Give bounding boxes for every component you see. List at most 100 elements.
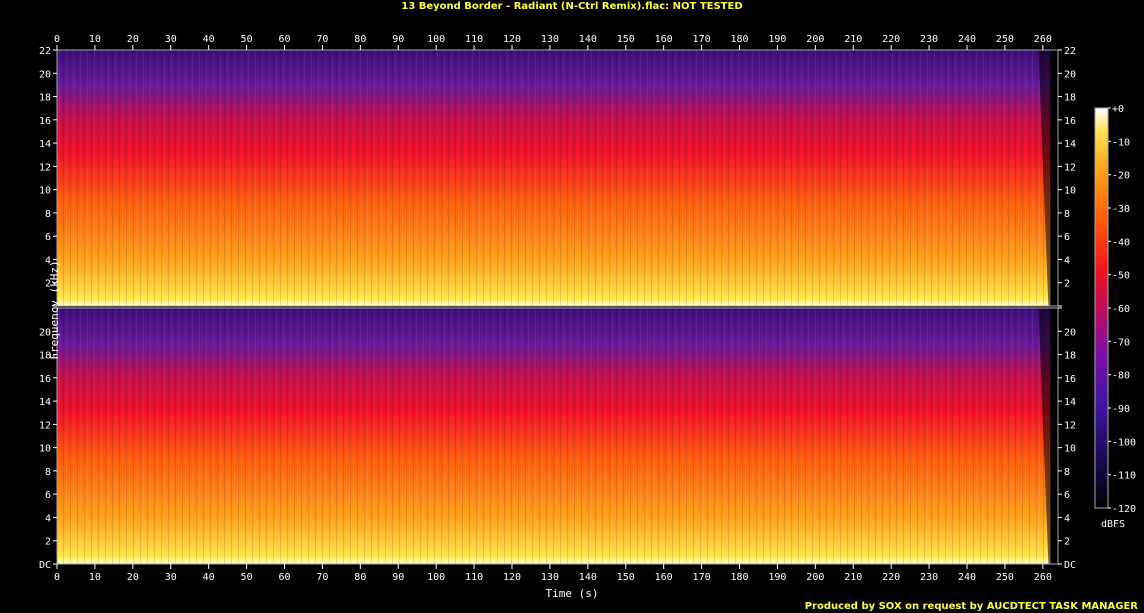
- axes: 0 0 10 10 20 20 30 30 40 40 50 50 60 60 70 70 80 80 90 90 10…: [39, 34, 1076, 583]
- x-tick-label: 60: [278, 34, 290, 45]
- x-tick-label: 20: [127, 572, 139, 583]
- y-tick-label: 16: [39, 116, 51, 127]
- y-tick-label: 2: [1064, 537, 1070, 548]
- x-tick-label: 30: [165, 572, 177, 583]
- spectrogram-texture: [57, 308, 1051, 564]
- chart-title: 13 Beyond Border - Radiant (N-Ctrl Remix…: [401, 1, 743, 12]
- y-tick-label: 6: [45, 490, 51, 501]
- x-tick-label: 100: [427, 34, 445, 45]
- x-tick-label: 80: [354, 572, 366, 583]
- colorbar-label: dBFS: [1101, 519, 1126, 530]
- fade-tail: [1038, 50, 1051, 306]
- x-tick-label: 230: [920, 572, 938, 583]
- x-tick-label: 160: [655, 34, 673, 45]
- colorbar-tick-label: -50: [1112, 271, 1130, 282]
- x-tick-label: 50: [241, 572, 253, 583]
- y-tick-label: 6: [1064, 232, 1070, 243]
- x-tick-label: 100: [427, 572, 445, 583]
- x-tick-label: 150: [617, 572, 635, 583]
- y-tick-label: 10: [39, 444, 51, 455]
- y-tick-label: 4: [45, 255, 51, 266]
- x-tick-label: 110: [465, 34, 483, 45]
- x-tick-label: 250: [996, 34, 1014, 45]
- x-tick-label: 80: [354, 34, 366, 45]
- y-tick-label: 20: [39, 327, 51, 338]
- x-axis-label: Time (s): [545, 587, 599, 600]
- x-tick-label: 20: [127, 34, 139, 45]
- y-tick-label: 18: [39, 93, 51, 104]
- y-tick-label: 14: [1064, 397, 1076, 408]
- x-tick-label: 0: [54, 34, 60, 45]
- y-tick-label: 2: [45, 537, 51, 548]
- x-tick-label: 130: [541, 34, 559, 45]
- x-tick-label: 120: [503, 572, 521, 583]
- x-tick-label: 50: [241, 34, 253, 45]
- x-tick-label: 70: [316, 34, 328, 45]
- footer-credit: Produced by SOX on request by AUCDTECT T…: [804, 601, 1138, 612]
- y-tick-label: 22: [1064, 46, 1076, 57]
- x-tick-label: 10: [89, 572, 101, 583]
- y-tick-label: 10: [1064, 444, 1076, 455]
- y-tick-label: 6: [1064, 490, 1070, 501]
- y-tick-label: 16: [1064, 116, 1076, 127]
- x-tick-label: 160: [655, 572, 673, 583]
- colorbar-tick-label: +0: [1112, 104, 1124, 115]
- y-tick-label: 14: [1064, 139, 1076, 150]
- y-tick-label: 10: [1064, 186, 1076, 197]
- x-tick-label: 200: [806, 34, 824, 45]
- colorbar-tick-label: -90: [1112, 404, 1130, 415]
- x-tick-label: 170: [693, 572, 711, 583]
- y-tick-label: 8: [1064, 467, 1070, 478]
- colorbar-scale: [1094, 107, 1109, 509]
- y-tick-label: 8: [1064, 209, 1070, 220]
- y-tick-label: 18: [39, 351, 51, 362]
- y-tick-label: DC: [39, 560, 51, 571]
- x-tick-label: 260: [1034, 572, 1052, 583]
- x-tick-label: 30: [165, 34, 177, 45]
- x-tick-label: 140: [579, 572, 597, 583]
- x-tick-label: 210: [844, 34, 862, 45]
- colorbar-tick-label: -40: [1112, 237, 1130, 248]
- x-tick-label: 90: [392, 572, 404, 583]
- y-tick-label: 4: [1064, 513, 1070, 524]
- x-tick-label: 180: [730, 34, 748, 45]
- colorbar-tick-label: -60: [1112, 304, 1130, 315]
- x-tick-label: 40: [203, 572, 215, 583]
- x-tick-label: 90: [392, 34, 404, 45]
- x-tick-label: 170: [693, 34, 711, 45]
- x-tick-label: 240: [958, 572, 976, 583]
- fade-tail: [1038, 308, 1051, 564]
- colorbar-tick-label: -110: [1112, 471, 1136, 482]
- x-tick-label: 140: [579, 34, 597, 45]
- x-tick-label: 260: [1034, 34, 1052, 45]
- x-tick-label: 60: [278, 572, 290, 583]
- y-tick-label: 12: [39, 162, 51, 173]
- panel-frame: [56, 49, 1059, 307]
- x-tick-label: 240: [958, 34, 976, 45]
- x-tick-label: 210: [844, 572, 862, 583]
- colorbar-tick-label: -120: [1112, 504, 1136, 515]
- x-tick-label: 220: [882, 34, 900, 45]
- y-tick-label: 4: [45, 513, 51, 524]
- x-tick-label: 150: [617, 34, 635, 45]
- spectrogram-texture: [57, 50, 1051, 306]
- y-tick-label: 14: [39, 139, 51, 150]
- y-tick-label: 18: [1064, 93, 1076, 104]
- y-tick-label: 10: [39, 186, 51, 197]
- x-tick-label: 0: [54, 572, 60, 583]
- y-axis-label: Frequency (kHz): [48, 260, 62, 360]
- y-tick-label: DC: [1064, 560, 1076, 571]
- y-tick-label: 2: [45, 279, 51, 290]
- x-tick-label: 230: [920, 34, 938, 45]
- x-tick-label: 10: [89, 34, 101, 45]
- channel-panel-2: [56, 307, 1059, 565]
- y-tick-label: 12: [39, 420, 51, 431]
- colorbar-tick-label: -80: [1112, 371, 1130, 382]
- x-tick-label: 40: [203, 34, 215, 45]
- y-tick-label: 8: [45, 209, 51, 220]
- channel-panel-1: [56, 49, 1059, 307]
- y-tick-label: 22: [39, 46, 51, 57]
- x-tick-label: 70: [316, 572, 328, 583]
- x-tick-label: 190: [768, 34, 786, 45]
- y-tick-label: 8: [45, 467, 51, 478]
